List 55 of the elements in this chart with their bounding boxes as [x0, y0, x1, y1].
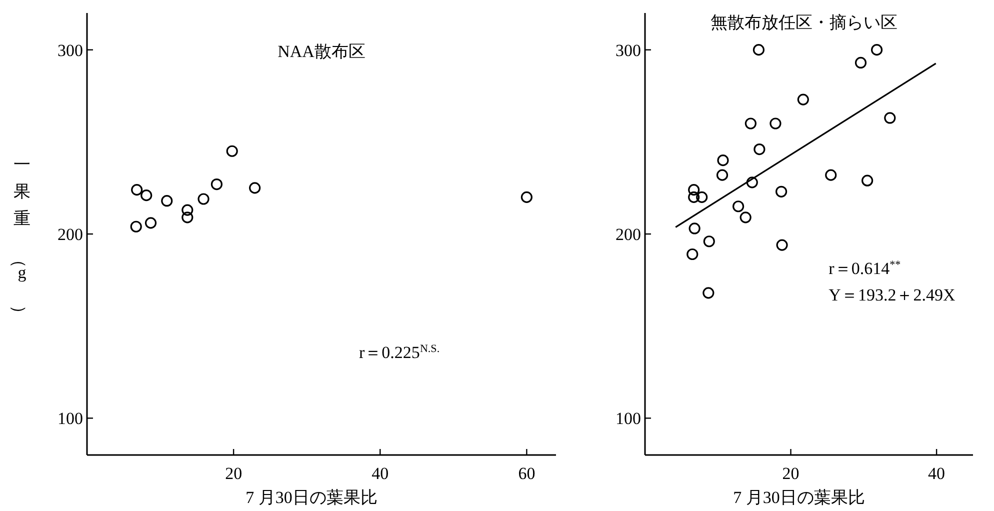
point: [696, 191, 708, 203]
point: [144, 217, 157, 229]
point: [131, 184, 143, 196]
point: [770, 118, 782, 130]
point: [249, 182, 261, 194]
chart-title: 無散布放任区・摘らい区: [710, 13, 898, 32]
point: [825, 169, 837, 181]
point: [752, 44, 765, 56]
y-tick-label: 300: [616, 40, 641, 60]
y-tick-label: 100: [616, 409, 641, 428]
point: [182, 204, 194, 216]
x-tick-label: 20: [782, 464, 800, 483]
point: [754, 143, 766, 156]
point: [686, 248, 698, 260]
text: NAA散布区: [278, 42, 366, 61]
point: [182, 212, 194, 224]
point: [688, 184, 700, 196]
x-axis-title: 7 月30日の葉果比: [246, 488, 378, 507]
text: 一果重（g）: [10, 155, 30, 322]
y-tick-label: 200: [616, 225, 641, 244]
point: [702, 287, 714, 299]
x-tick-label: 40: [928, 464, 946, 483]
x-tick-label: 20: [225, 464, 242, 483]
point: [140, 190, 152, 202]
x-axis-title: 7 月30日の葉果比: [733, 488, 865, 507]
y-tick-label: 300: [58, 40, 83, 60]
point: [776, 186, 788, 198]
point: [688, 191, 700, 203]
point: [130, 220, 142, 232]
annotation: r＝0.614$^{**}$: [828, 258, 901, 278]
point: [716, 169, 728, 181]
annotation: r＝0.225$^{N.S.}$: [359, 342, 440, 362]
point: [226, 145, 238, 157]
annotation: Y＝193.2＋2.49X: [828, 285, 956, 304]
point: [862, 174, 874, 186]
point: [884, 112, 896, 124]
point: [776, 239, 788, 251]
point: [703, 236, 715, 248]
point: [854, 56, 867, 69]
point: [520, 191, 532, 203]
point: [732, 200, 744, 212]
point: [198, 193, 210, 205]
point: [161, 195, 173, 207]
point: [744, 118, 756, 130]
point: [746, 176, 758, 188]
point: [740, 212, 752, 224]
point: [688, 222, 700, 234]
y-tick-label: 200: [58, 225, 83, 244]
point: [870, 44, 883, 56]
point: [717, 154, 729, 166]
point: [210, 178, 223, 190]
x-tick-label: 40: [372, 464, 389, 483]
point: [797, 94, 809, 106]
x-tick-label: 60: [518, 464, 536, 483]
y-tick-label: 100: [58, 409, 83, 428]
